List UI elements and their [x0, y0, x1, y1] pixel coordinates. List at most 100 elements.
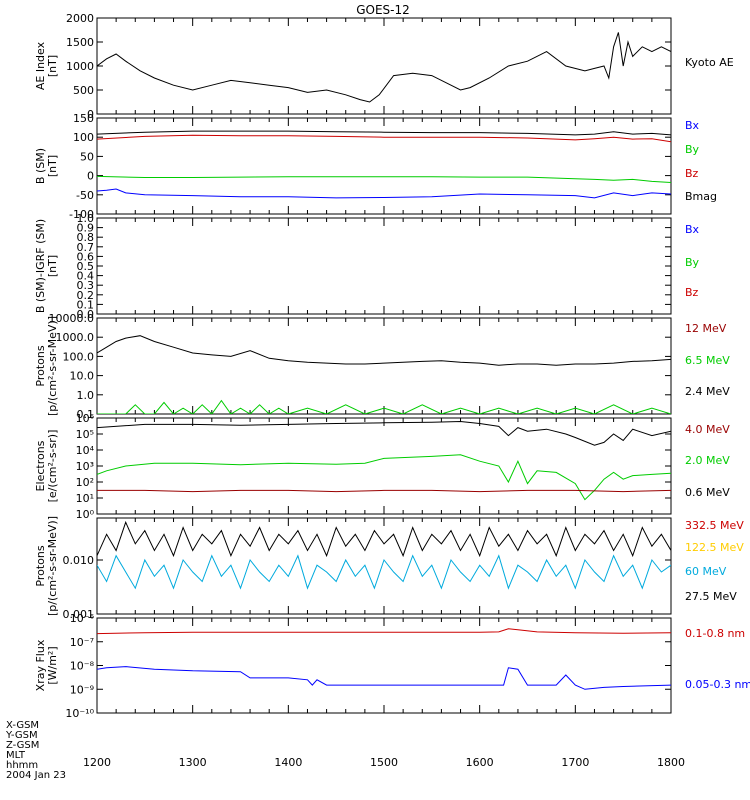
y-tick-label: 10⁰ — [76, 508, 95, 521]
y-tick-label: 0 — [87, 170, 94, 183]
panel-frame — [96, 517, 672, 615]
y-tick-label: 0.4 — [77, 270, 95, 283]
series-60-mev — [97, 554, 671, 590]
legend-0-1-0-8-nm: 0.1-0.8 nm — [685, 627, 745, 640]
y-tick-label: 0.7 — [77, 241, 95, 254]
y-tick-label: 1.0 — [77, 389, 95, 402]
series-group — [97, 130, 671, 199]
series-kyoto-ae — [97, 32, 671, 103]
footer-mlt: MLT — [6, 750, 26, 761]
y-axis-label: [W/m²] — [46, 646, 59, 684]
legend-0-6-mev: 0.6 MeV — [685, 486, 730, 499]
footer-z-gsm: Z-GSM — [6, 740, 39, 751]
y-tick-label: 10⁻⁷ — [70, 636, 94, 649]
series-0-05-0-3-nm — [97, 666, 671, 690]
y-tick-label: 10⁻⁸ — [70, 660, 95, 673]
footer-y-gsm: Y-GSM — [5, 730, 38, 741]
series-bz — [97, 134, 671, 143]
series-0-6-mev — [97, 420, 671, 446]
x-axis: 1200 1300 1400 1500 1600 1700 1800 — [83, 756, 685, 769]
series-27-5-mev — [97, 520, 671, 558]
y-tick-label: 1000 — [66, 60, 94, 73]
chart-title: GOES-12 — [356, 3, 410, 17]
x-tick-label: 1500 — [370, 756, 398, 769]
series-bmag — [97, 130, 671, 136]
legend-2-0-mev: 2.0 MeV — [685, 454, 730, 467]
y-tick-label: 0.5 — [77, 260, 95, 273]
legend-by: By — [685, 143, 700, 156]
series-group — [97, 32, 671, 103]
y-tick-label: 10⁻¹⁰ — [65, 707, 94, 720]
legend-27-5-mev: 27.5 MeV — [685, 590, 737, 603]
legend-12-mev: 12 MeV — [685, 322, 727, 335]
y-axis-label: [p/(cm²-s-sr-MeV)] — [46, 316, 59, 416]
y-tick-label: 0.3 — [77, 279, 95, 292]
y-tick-label: 150 — [73, 112, 94, 125]
y-tick-label: 0.9 — [77, 222, 95, 235]
x-tick-label: 1400 — [274, 756, 302, 769]
panel-b_igrf: 0.00.10.20.30.40.50.60.70.80.91.0 B (SM)-… — [34, 212, 700, 321]
y-axis-label: Xray Flux — [34, 639, 47, 691]
y-axis-label: [nT] — [46, 55, 59, 77]
legend-2-4-mev: 2.4 MeV — [685, 385, 730, 398]
panel-frame — [96, 217, 672, 315]
y-tick-label: 500 — [73, 84, 94, 97]
y-tick-label: 0.001 — [63, 608, 95, 621]
y-tick-label: 1.0 — [77, 212, 95, 225]
y-axis-label: [nT] — [46, 155, 59, 177]
y-axis-label: AE Index — [34, 41, 47, 90]
y-tick-label: 100.0 — [63, 350, 95, 363]
y-tick-label: 10⁴ — [76, 444, 95, 457]
series-0-1-0-8-nm — [97, 628, 671, 635]
y-tick-label: 0.0 — [77, 308, 95, 321]
y-tick-label: 50 — [80, 150, 94, 163]
y-axis-label: Electrons — [34, 440, 47, 491]
y-axis-label: [nT] — [46, 255, 59, 277]
legend-bz: Bz — [685, 167, 699, 180]
legend-kyoto-ae: Kyoto AE — [685, 56, 734, 69]
series-bx — [97, 188, 671, 199]
footer-date: 2004 Jan 23 — [6, 770, 66, 781]
y-axis-label: Protons — [34, 545, 47, 586]
legend-6-5-mev: 6.5 MeV — [685, 354, 730, 367]
x-tick-label: 1300 — [179, 756, 207, 769]
legend-bx: Bx — [685, 223, 700, 236]
legend-122-5-mev: 122.5 MeV — [685, 541, 744, 554]
x-tick-label: 1200 — [83, 756, 111, 769]
y-tick-label: -50 — [76, 189, 94, 202]
y-tick-label: 0 — [87, 108, 94, 121]
x-tick-label: 1700 — [561, 756, 589, 769]
footer-hhmm: hhmm — [6, 760, 38, 771]
series-4-0-mev — [97, 489, 671, 493]
y-tick-label: 0.2 — [77, 289, 95, 302]
x-tick-label: 1800 — [657, 756, 685, 769]
panel-b_sm: -100 -50 0 50 100 150 B (SM) [nT] Bx By Bz Bmag — [34, 112, 717, 221]
y-tick-label: 0.1 — [77, 298, 95, 311]
legend-60-mev: 60 MeV — [685, 565, 727, 578]
y-tick-label: 10¹ — [76, 492, 94, 505]
y-tick-label: -100 — [69, 208, 94, 221]
panel-electrons: 10⁰ 10¹ 10² 10³ 10⁴ 10⁵ 10⁶ Electrons [e/(cm²-s-… — [34, 412, 730, 521]
legend-bmag: Bmag — [685, 190, 717, 203]
series-group — [97, 628, 671, 690]
legend-332-5-mev: 332.5 MeV — [685, 519, 744, 532]
y-tick-label: 10³ — [76, 460, 94, 473]
y-tick-label: 2000 — [66, 12, 94, 25]
panel-frame — [96, 317, 672, 415]
y-tick-label: 10.0 — [70, 370, 95, 383]
y-axis-label: B (SM)-IGRF (SM) — [34, 219, 47, 313]
y-tick-label: 10⁶ — [76, 412, 95, 425]
footer: X-GSM Y-GSM Z-GSM MLT hhmm 2004 Jan 23 — [5, 720, 66, 781]
y-axis-label: [p/(cm²-s-sr-MeV)] — [46, 516, 59, 616]
y-tick-label: 10⁻⁹ — [70, 683, 94, 696]
legend-0-05-0-3-nm: 0.05-0.3 nm — [685, 678, 750, 691]
y-tick-label: 10⁻⁶ — [70, 612, 95, 625]
series-group — [97, 520, 671, 590]
legend-bz: Bz — [685, 286, 699, 299]
y-tick-label: 10000.0 — [49, 312, 95, 325]
series-6-5-mev — [97, 399, 671, 414]
y-tick-label: 0.010 — [63, 554, 95, 567]
y-axis-label: B (SM) — [34, 148, 47, 184]
